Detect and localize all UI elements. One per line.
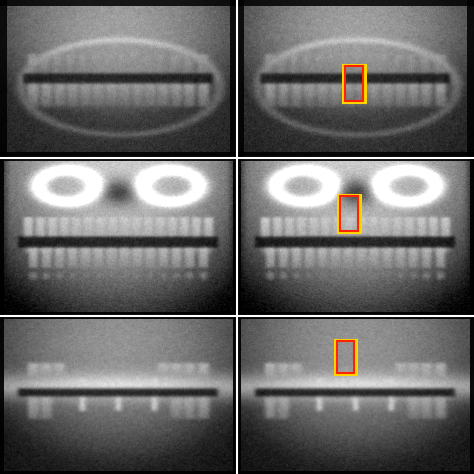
Bar <box>337 341 354 373</box>
Bar <box>345 66 363 101</box>
Bar <box>340 196 358 231</box>
Bar <box>338 194 360 232</box>
Bar <box>335 340 356 374</box>
Bar <box>343 65 365 102</box>
